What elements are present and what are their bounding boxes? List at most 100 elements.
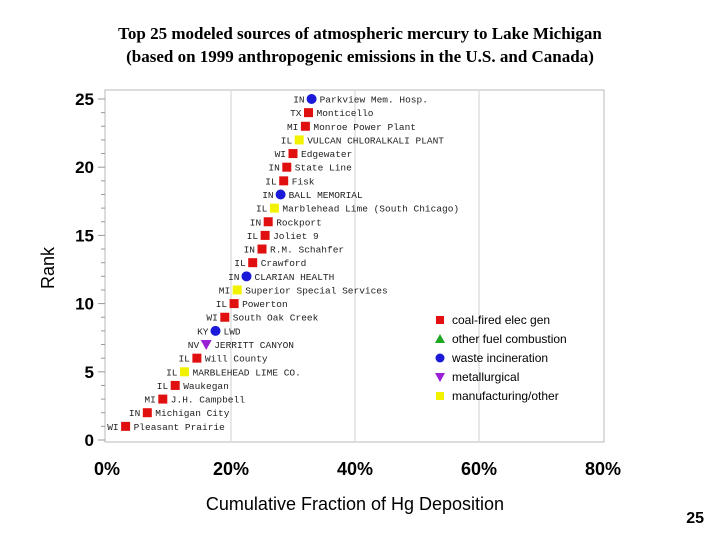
- x-axis-title: Cumulative Fraction of Hg Deposition: [206, 494, 504, 514]
- source-name-label: State Line: [295, 163, 352, 174]
- source-name-label: Rockport: [276, 217, 322, 228]
- data-point-rank-13: [248, 258, 258, 268]
- source-state-label: IN: [244, 245, 255, 256]
- source-name-label: BALL MEMORIAL: [289, 190, 363, 201]
- legend: coal-fired elec gen other fuel combustion…: [435, 313, 567, 403]
- data-point-rank-4: [170, 380, 180, 390]
- source-name-label: Will County: [205, 354, 268, 365]
- source-state-label: IN: [268, 163, 279, 174]
- source-state-label: MI: [219, 285, 230, 296]
- y-tick-label: 0: [85, 431, 94, 450]
- source-name-label: Marblehead Lime (South Chicago): [282, 204, 459, 215]
- data-point-rank-19: [279, 176, 289, 186]
- source-name-label: Superior Special Services: [245, 285, 388, 296]
- legend-label: waste incineration: [451, 351, 548, 365]
- source-name-label: Joliet 9: [273, 231, 319, 242]
- data-point-rank-17: [269, 203, 279, 213]
- source-state-label: IN: [293, 95, 304, 106]
- source-name-label: South Oak Creek: [233, 313, 319, 324]
- source-state-label: MI: [144, 395, 155, 406]
- source-name-label: Crawford: [261, 258, 307, 269]
- legend-label: metallurgical: [452, 370, 519, 384]
- source-name-label: Michigan City: [155, 408, 229, 419]
- source-state-label: IL: [157, 381, 169, 392]
- y-tick-label: 10: [75, 295, 94, 314]
- source-state-label: TX: [290, 108, 302, 119]
- legend-marker-fuel: [435, 334, 445, 343]
- data-point-rank-14: [257, 244, 267, 254]
- source-state-label: IL: [265, 176, 277, 187]
- x-axis: 0% 20% 40% 60% 80%: [94, 459, 621, 479]
- legend-marker-waste: [435, 353, 445, 363]
- source-state-label: IN: [250, 217, 261, 228]
- source-name-label: Fisk: [292, 176, 315, 187]
- source-state-label: IL: [234, 258, 246, 269]
- source-name-label: Waukegan: [183, 381, 229, 392]
- source-name-label: MARBLEHEAD LIME CO.: [193, 367, 301, 378]
- y-tick-label: 20: [75, 158, 94, 177]
- source-state-label: WI: [107, 422, 118, 433]
- legend-marker-manuf: [436, 392, 444, 400]
- source-name-label: CLARIAN HEALTH: [255, 272, 335, 283]
- chart-title-line-2: (based on 1999 anthropogenic emissions i…: [126, 47, 594, 66]
- source-state-label: WI: [206, 313, 217, 324]
- data-point-rank-9: [220, 312, 230, 322]
- data-point-rank-1: [121, 421, 131, 431]
- legend-label: manufacturing/other: [452, 389, 559, 403]
- x-tick-label: 0%: [94, 459, 120, 479]
- data-point-rank-8: [210, 325, 221, 336]
- y-tick-label: 15: [75, 226, 94, 245]
- data-point-rank-10: [229, 299, 239, 309]
- source-state-label: WI: [275, 149, 286, 160]
- data-point-rank-22: [294, 135, 304, 145]
- source-name-label: Parkview Mem. Hosp.: [320, 95, 428, 106]
- data-point-rank-11: [232, 285, 242, 295]
- source-state-label: KY: [197, 326, 209, 337]
- source-state-label: IL: [247, 231, 259, 242]
- source-state-label: IL: [216, 299, 228, 310]
- data-point-rank-20: [282, 162, 292, 172]
- legend-label: coal-fired elec gen: [452, 313, 550, 327]
- x-tick-label: 80%: [585, 459, 621, 479]
- data-point-rank-16: [263, 217, 273, 227]
- source-name-label: Edgewater: [301, 149, 352, 160]
- data-point-rank-18: [275, 189, 286, 200]
- legend-label: other fuel combustion: [452, 332, 567, 346]
- y-tick-label: 5: [85, 363, 94, 382]
- data-point-rank-2: [142, 408, 152, 418]
- data-point-rank-5: [180, 367, 189, 377]
- source-name-label: Powerton: [242, 299, 288, 310]
- data-point-rank-24: [304, 108, 313, 118]
- y-axis: 0 5 10 15 20 25: [75, 90, 105, 450]
- chart-title-line-1: Top 25 modeled sources of atmospheric me…: [118, 24, 602, 43]
- data-point-rank-3: [158, 394, 168, 404]
- source-state-label: IN: [129, 408, 140, 419]
- data-point-rank-6: [192, 353, 202, 363]
- source-name-label: Pleasant Prairie: [134, 422, 226, 433]
- legend-marker-metal: [435, 373, 445, 382]
- source-state-label: IN: [262, 190, 273, 201]
- source-state-label: IL: [256, 204, 268, 215]
- data-point-rank-15: [260, 230, 270, 240]
- source-state-label: IL: [178, 354, 190, 365]
- source-state-label: NV: [188, 340, 200, 351]
- x-tick-label: 60%: [461, 459, 497, 479]
- source-name-label: Monticello: [317, 108, 374, 119]
- source-state-label: MI: [287, 122, 298, 133]
- source-name-label: VULCAN CHLORALKALI PLANT: [307, 135, 444, 146]
- data-point-rank-23: [300, 121, 310, 131]
- gridlines: [230, 91, 480, 441]
- data-point-rank-25: [306, 94, 317, 104]
- legend-marker-coal: [436, 316, 444, 324]
- y-axis-title: Rank: [38, 246, 58, 289]
- data-point-rank-7: [200, 340, 212, 351]
- page-number: 25: [686, 510, 704, 527]
- data-point-rank-12: [241, 271, 252, 282]
- source-name-label: LWD: [224, 326, 241, 337]
- x-tick-label: 40%: [337, 459, 373, 479]
- data-point-rank-21: [288, 149, 298, 159]
- x-tick-label: 20%: [213, 459, 249, 479]
- source-name-label: JERRITT CANYON: [214, 340, 294, 351]
- y-tick-label: 25: [75, 90, 94, 109]
